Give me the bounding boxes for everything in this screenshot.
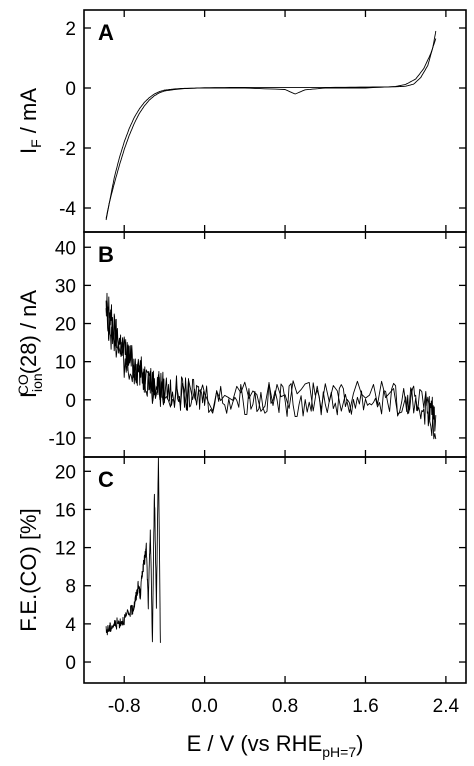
panel-c-series-1 [105, 457, 161, 643]
panel-a-letter: A [98, 20, 114, 45]
panel-c-letter: C [98, 467, 114, 492]
panel-a-ytick-label: -4 [59, 199, 76, 220]
panel-b-frame [83, 231, 467, 458]
panel-c-ylabel: F.E.(CO) [%] [16, 508, 41, 631]
panel-a-ticks: -4 -2 0 2 [59, 19, 466, 220]
panel-a-ytick-label: 2 [65, 19, 76, 40]
panel-b-ytick-label: 20 [55, 315, 76, 336]
panel-b-series-2 [105, 292, 437, 440]
panel-c-ytick-label: 0 [65, 653, 76, 674]
panel-a-frame [83, 9, 467, 233]
panel-a-ytick-label: 0 [65, 79, 76, 100]
panel-b-ytick-label: 0 [65, 391, 76, 412]
panel-b-ytick-label: 30 [55, 276, 76, 297]
xtick-label: 0.8 [272, 696, 298, 717]
xtick-label: 1.6 [352, 696, 378, 717]
x-axis-ticks: -0.8 0.0 0.8 1.6 2.4 [108, 10, 460, 717]
panel-c-ytick-label: 8 [65, 577, 76, 598]
panel-b-curves [105, 292, 437, 440]
panel-b-series-1 [105, 296, 437, 432]
xtick-label: 2.4 [433, 696, 460, 717]
xtick-label: -0.8 [108, 696, 141, 717]
panel-c-curves [105, 457, 161, 643]
panel-c-ytick-label: 12 [55, 539, 76, 560]
panel-a-series-1 [105, 38, 437, 221]
panel-b-ytick-label: -10 [49, 429, 76, 450]
panel-c-ytick-label: 4 [65, 615, 76, 636]
panel-c-ytick-label: 16 [55, 500, 76, 521]
panel-a-ylabel: IF / mA [16, 88, 44, 154]
panel-c-ytick-label: 20 [55, 462, 76, 483]
panel-c-frame [83, 456, 467, 684]
panel-c-ticks: 0 4 8 12 16 20 [55, 462, 466, 674]
panel-b-ylabel: IionCO(28) / nA [15, 290, 45, 399]
panel-a-curves [105, 30, 437, 221]
panel-a-series-2 [105, 30, 437, 219]
panel-b-ytick-label: 40 [55, 238, 76, 259]
x-axis-title: E / V (vs RHEpH=7) [187, 731, 364, 760]
panel-b-ticks: -10 0 10 20 30 40 [49, 238, 466, 450]
panel-a-ytick-label: -2 [59, 139, 76, 160]
panel-b-letter: B [98, 242, 114, 267]
xtick-label: 0.0 [191, 696, 217, 717]
panel-b-ytick-label: 10 [55, 353, 76, 374]
